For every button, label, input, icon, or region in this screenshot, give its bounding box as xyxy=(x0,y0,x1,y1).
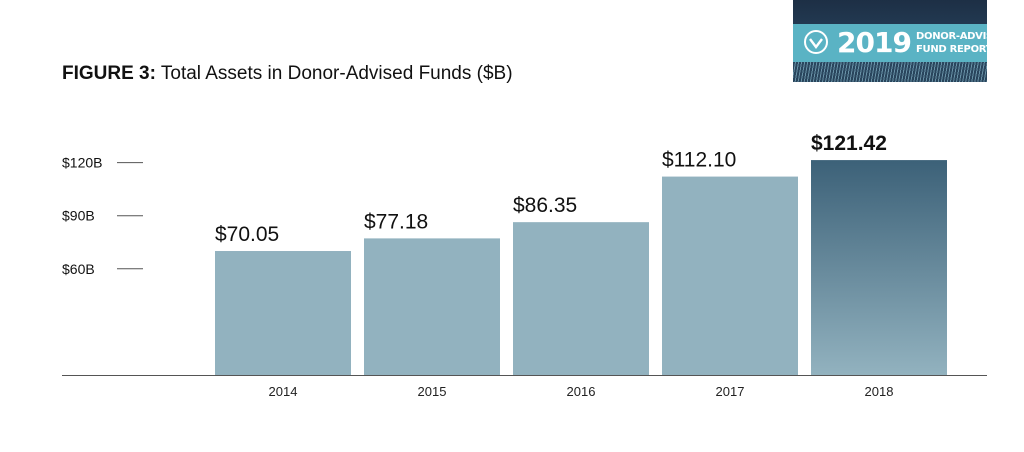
badge-band xyxy=(793,24,987,62)
badge-line-1: DONOR-ADVISED xyxy=(916,31,987,42)
x-tick-label-2017: 2017 xyxy=(716,384,745,399)
value-label-2017: $112.10 xyxy=(662,149,736,172)
y-tick-label-120: $120B xyxy=(62,155,102,171)
badge-wave-pattern xyxy=(793,62,987,82)
chart-title-text: Total Assets in Donor-Advised Funds ($B) xyxy=(160,63,513,84)
figure-label: FIGURE 3: xyxy=(62,63,156,84)
chart-title: FIGURE 3: Total Assets in Donor-Advised … xyxy=(62,63,513,85)
y-tick-label-60: $60B xyxy=(62,261,95,277)
bar-2015 xyxy=(364,238,500,375)
value-label-2015: $77.18 xyxy=(364,210,428,233)
x-tick-label-2018: 2018 xyxy=(865,384,894,399)
value-label-2016: $86.35 xyxy=(513,194,577,217)
badge-year: 2019 xyxy=(837,26,912,59)
value-label-2018: $121.42 xyxy=(811,132,887,155)
bar-2018 xyxy=(811,160,947,375)
x-tick-label-2014: 2014 xyxy=(269,384,298,399)
check-circle-logo-icon xyxy=(804,30,828,54)
value-label-2014: $70.05 xyxy=(215,223,279,246)
badge-line-2: FUND REPORT xyxy=(916,44,987,55)
report-badge: 2019 DONOR-ADVISED FUND REPORT xyxy=(793,0,987,82)
y-tick-label-90: $90B xyxy=(62,208,95,224)
bar-2016 xyxy=(513,222,649,375)
x-tick-label-2015: 2015 xyxy=(418,384,447,399)
bar-2017 xyxy=(662,176,798,375)
bar-2014 xyxy=(215,251,351,375)
x-tick-label-2016: 2016 xyxy=(567,384,596,399)
